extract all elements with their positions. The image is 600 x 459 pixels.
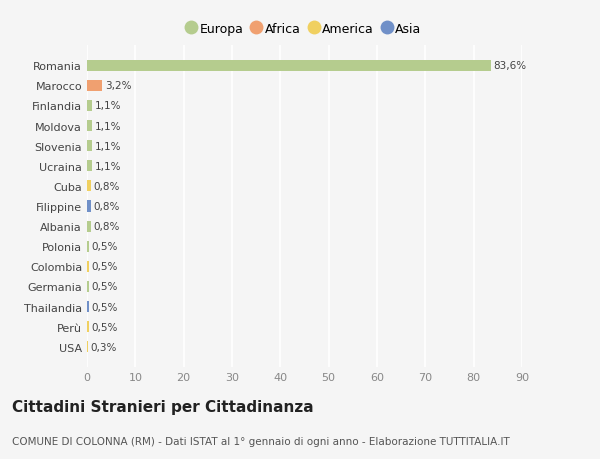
Bar	[87, 141, 92, 152]
Text: 0,5%: 0,5%	[92, 242, 118, 252]
Text: 3,2%: 3,2%	[105, 81, 131, 91]
Text: 1,1%: 1,1%	[95, 121, 121, 131]
Bar	[87, 81, 103, 92]
Bar	[87, 181, 91, 192]
Bar	[87, 241, 89, 252]
Text: 83,6%: 83,6%	[493, 61, 527, 71]
Text: Cittadini Stranieri per Cittadinanza: Cittadini Stranieri per Cittadinanza	[12, 399, 314, 414]
Bar	[87, 61, 491, 72]
Text: 0,8%: 0,8%	[93, 181, 119, 191]
Bar	[87, 121, 92, 132]
Bar	[87, 161, 92, 172]
Bar	[87, 302, 89, 313]
Text: 1,1%: 1,1%	[95, 141, 121, 151]
Text: 0,8%: 0,8%	[93, 222, 119, 232]
Legend: Europa, Africa, America, Asia: Europa, Africa, America, Asia	[185, 20, 424, 38]
Text: 0,5%: 0,5%	[92, 322, 118, 332]
Text: 0,8%: 0,8%	[93, 202, 119, 212]
Text: 1,1%: 1,1%	[95, 101, 121, 111]
Text: 1,1%: 1,1%	[95, 162, 121, 171]
Text: 0,5%: 0,5%	[92, 282, 118, 292]
Bar	[87, 341, 88, 353]
Bar	[87, 261, 89, 272]
Bar	[87, 281, 89, 292]
Bar	[87, 201, 91, 212]
Bar	[87, 101, 92, 112]
Bar	[87, 321, 89, 332]
Text: 0,5%: 0,5%	[92, 262, 118, 272]
Text: 0,5%: 0,5%	[92, 302, 118, 312]
Bar	[87, 221, 91, 232]
Text: 0,3%: 0,3%	[91, 342, 117, 352]
Text: COMUNE DI COLONNA (RM) - Dati ISTAT al 1° gennaio di ogni anno - Elaborazione TU: COMUNE DI COLONNA (RM) - Dati ISTAT al 1…	[12, 436, 510, 446]
